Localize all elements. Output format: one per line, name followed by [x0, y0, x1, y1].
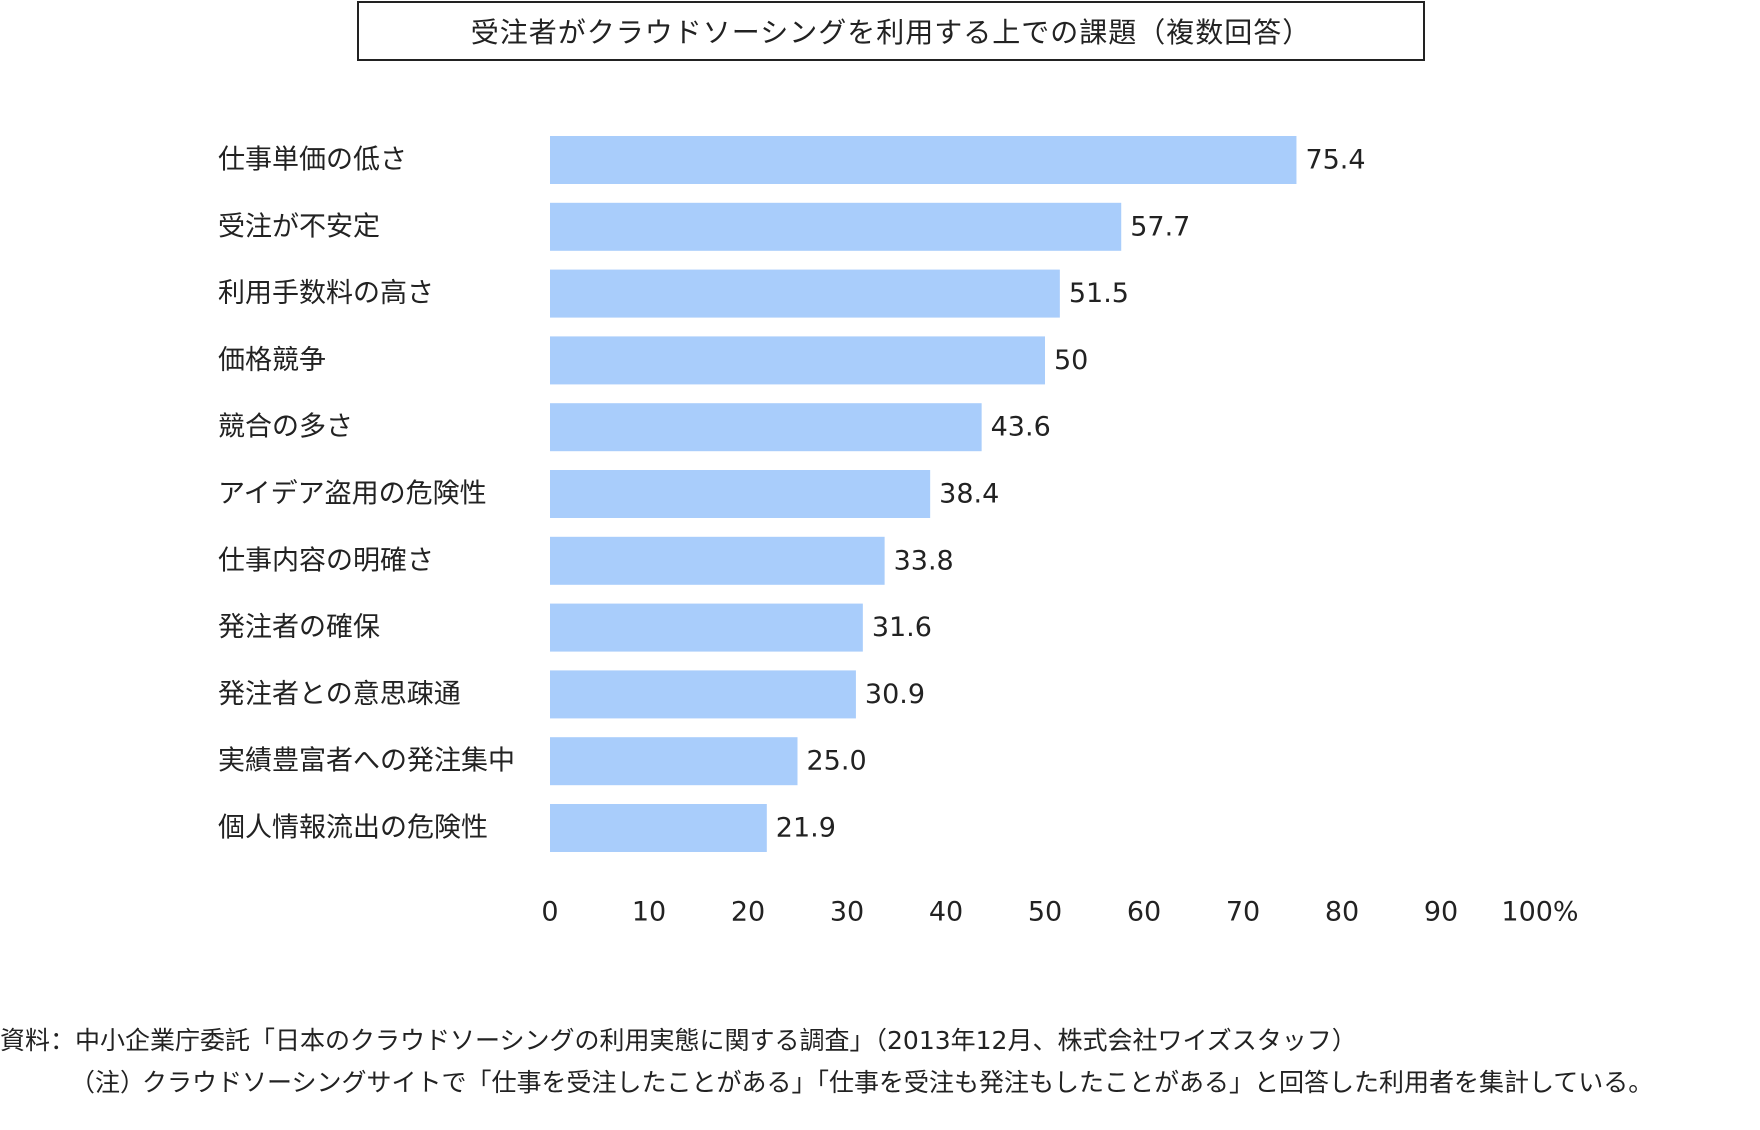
value-label: 75.4	[1305, 145, 1365, 176]
chart-title: 受注者がクラウドソーシングを利用する上での課題（複数回答）	[357, 1, 1425, 61]
value-label: 43.6	[991, 412, 1051, 443]
value-label: 30.9	[865, 679, 925, 710]
x-tick-label: 30	[830, 897, 864, 928]
chart-footer: 資料：中小企業庁委託「日本のクラウドソーシングの利用実態に関する調査」（2013…	[0, 1020, 1760, 1104]
category-label: 受注が不安定	[218, 211, 380, 242]
value-label: 31.6	[872, 612, 932, 643]
x-tick-label: 90	[1424, 897, 1458, 928]
x-tick-label: 80	[1325, 897, 1359, 928]
category-label: 個人情報流出の危険性	[218, 813, 488, 844]
category-label: 競合の多さ	[218, 412, 353, 443]
footnote-mark: （注）	[70, 1068, 146, 1097]
value-label: 57.7	[1130, 211, 1190, 242]
bar	[550, 202, 1122, 251]
footnote: （注） クラウドソーシングサイトで「仕事を受注したことがある」「仕事を受注も発注…	[0, 1062, 1760, 1104]
value-label: 21.9	[776, 813, 836, 844]
category-label: 実績豊富者への発注集中	[218, 746, 515, 777]
category-label: 価格競争	[218, 345, 326, 376]
category-labels-group: 仕事単価の低さ受注が不安定利用手数料の高さ価格競争競合の多さアイデア盗用の危険性…	[218, 145, 515, 844]
value-label: 33.8	[894, 545, 954, 576]
x-tick-label: 0	[541, 897, 558, 928]
bar-chart: 仕事単価の低さ受注が不安定利用手数料の高さ価格競争競合の多さアイデア盗用の危険性…	[218, 136, 1579, 928]
x-tick-label: 20	[731, 897, 765, 928]
x-tick-label: 40	[929, 897, 963, 928]
category-label: 発注者の確保	[218, 612, 380, 643]
bar	[550, 603, 863, 652]
bar	[550, 536, 885, 585]
value-label: 50	[1054, 345, 1088, 376]
bar	[550, 269, 1060, 318]
source-note: 資料：中小企業庁委託「日本のクラウドソーシングの利用実態に関する調査」（2013…	[0, 1026, 1357, 1055]
x-tick-label: 10	[632, 897, 666, 928]
bar	[550, 670, 856, 719]
bar	[550, 737, 798, 786]
category-label: アイデア盗用の危険性	[218, 479, 487, 510]
bar	[550, 470, 931, 518]
value-label: 51.5	[1069, 278, 1129, 309]
category-label: 発注者との意思疎通	[218, 679, 461, 710]
x-tick-label: 70	[1226, 897, 1260, 928]
category-label: 利用手数料の高さ	[218, 278, 434, 309]
footnote-text: クラウドソーシングサイトで「仕事を受注したことがある」「仕事を受注も発注もしたこ…	[142, 1068, 1654, 1097]
x-tick-label: 100%	[1501, 897, 1578, 928]
bars-group	[550, 136, 1297, 852]
value-label: 25.0	[807, 746, 867, 777]
value-label: 38.4	[939, 479, 999, 510]
x-axis-ticks-group: 0 10 20 30 40 50 60 70 80 90 100%	[541, 897, 1578, 928]
x-tick-label: 50	[1028, 897, 1062, 928]
bar	[550, 403, 982, 452]
category-label: 仕事内容の明確さ	[218, 545, 434, 576]
value-labels-group: 75.4 57.7 51.5 50 43.6 38.4 33.8 31.6 30.9 25.0 21…	[776, 145, 1366, 844]
category-label: 仕事単価の低さ	[218, 145, 407, 176]
bar	[550, 336, 1045, 385]
bar	[550, 136, 1297, 184]
bar	[550, 804, 767, 852]
x-tick-label: 60	[1127, 897, 1161, 928]
